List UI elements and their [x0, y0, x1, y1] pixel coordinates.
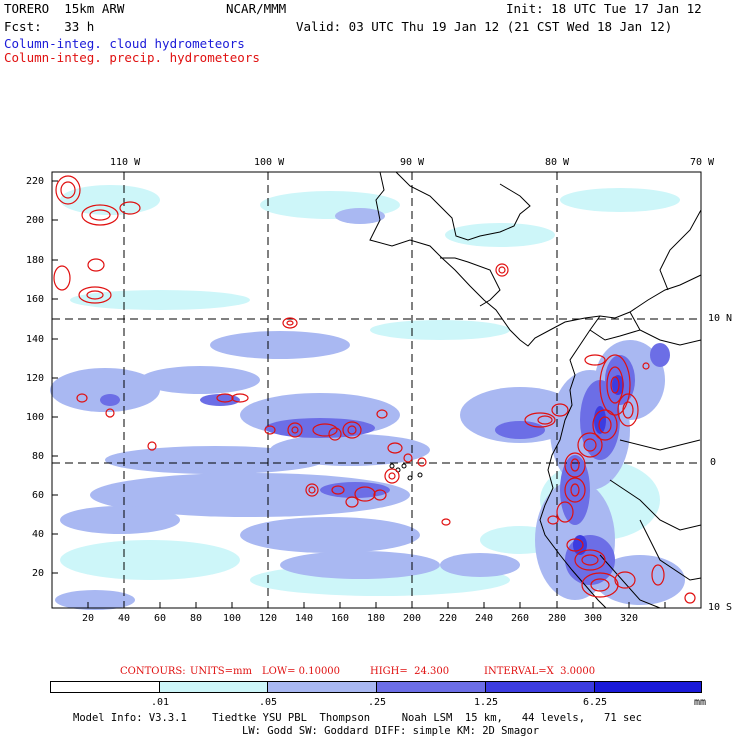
- y-tick: 140: [26, 334, 45, 345]
- x-tick: 160: [331, 613, 350, 624]
- model-info-line2: LW: Godd SW: Goddard DIFF: simple KM: 2D…: [242, 725, 540, 737]
- contours-units: UNITS=mm: [190, 666, 252, 677]
- colorbar-label: 1.25: [474, 697, 499, 708]
- cloud-field: [50, 185, 685, 610]
- contours-high: HIGH= 24.300: [370, 666, 450, 677]
- y-tick: 80: [32, 451, 45, 462]
- x-tick: 40: [118, 613, 131, 624]
- lon-label-100w: 100 W: [254, 157, 285, 168]
- init-time: Init: 18 UTC Tue 17 Jan 12: [506, 1, 702, 16]
- axis-ticks: [52, 180, 666, 608]
- x-tick: 220: [439, 613, 458, 624]
- field-precip-label: Column-integ. precip. hydrometeors: [4, 50, 260, 65]
- model-info-line1: Model Info: V3.3.1 Tiedtke YSU PBL Thomp…: [73, 712, 642, 724]
- x-tick: 300: [584, 613, 603, 624]
- y-tick: 220: [26, 176, 45, 187]
- colorbar-unit: mm: [694, 697, 707, 708]
- colorbar-label: .01: [151, 697, 170, 708]
- colorbar-label: 6.25: [583, 697, 608, 708]
- precip-contours: [53, 175, 696, 604]
- y-tick: 60: [32, 490, 45, 501]
- coastlines: [369, 171, 702, 609]
- x-tick: 240: [475, 613, 494, 624]
- field-cloud-label: Column-integ. cloud hydrometeors: [4, 36, 245, 51]
- lon-label-80w: 80 W: [545, 157, 570, 168]
- contours-label: CONTOURS:: [120, 666, 186, 677]
- colorbar-label: .05: [259, 697, 278, 708]
- lon-label-70w: 70 W: [690, 157, 715, 168]
- x-tick: 280: [548, 613, 567, 624]
- colorbar-segment-2: [267, 681, 377, 693]
- y-tick: 180: [26, 255, 45, 266]
- x-tick: 100: [223, 613, 242, 624]
- x-tick: 320: [620, 613, 639, 624]
- lat-label-10s: 10 S: [708, 602, 733, 613]
- x-tick: 80: [190, 613, 203, 624]
- colorbar-segment-5: [594, 681, 702, 693]
- x-tick: 180: [367, 613, 386, 624]
- y-tick: 40: [32, 529, 45, 540]
- y-tick: 20: [32, 568, 45, 579]
- x-tick: 60: [154, 613, 167, 624]
- y-tick: 160: [26, 294, 45, 305]
- colorbar-segment-0: [50, 681, 160, 693]
- valid-time: Valid: 03 UTC Thu 19 Jan 12 (21 CST Wed …: [296, 19, 673, 34]
- lon-label-110w: 110 W: [110, 157, 141, 168]
- y-tick: 200: [26, 215, 45, 226]
- x-tick: 200: [403, 613, 422, 624]
- x-tick: 120: [259, 613, 278, 624]
- colorbar-label: .25: [368, 697, 387, 708]
- x-tick: 140: [295, 613, 314, 624]
- colorbar-segment-1: [159, 681, 268, 693]
- center-name: NCAR/MMM: [226, 1, 287, 16]
- contours-interval: INTERVAL=X 3.0000: [484, 666, 596, 677]
- y-tick: 100: [26, 412, 45, 423]
- y-tick: 120: [26, 373, 45, 384]
- colorbar-segment-3: [376, 681, 486, 693]
- forecast-hour: Fcst: 33 h: [4, 19, 95, 34]
- colorbar-segment-4: [485, 681, 595, 693]
- lat-lon-grid: [52, 172, 701, 608]
- lon-label-90w: 90 W: [400, 157, 425, 168]
- x-tick: 260: [511, 613, 530, 624]
- lat-label-0: 0: [710, 457, 717, 468]
- contours-low: LOW= 0.10000: [262, 666, 341, 677]
- lat-label-10n: 10 N: [708, 313, 733, 324]
- x-tick: 20: [82, 613, 95, 624]
- model-name: TORERO 15km ARW: [4, 1, 125, 16]
